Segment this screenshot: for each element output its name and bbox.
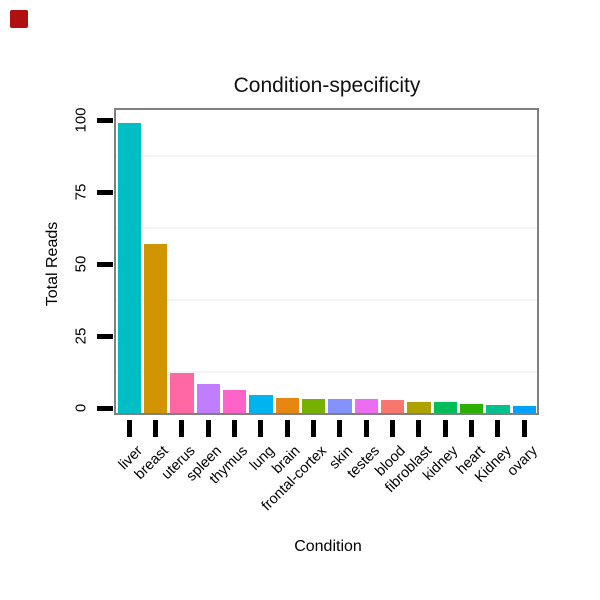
y-axis-title: Total Reads (44, 221, 61, 307)
x-tick (258, 420, 264, 437)
x-tick (179, 420, 185, 437)
x-tick (416, 420, 422, 437)
bar-brain (275, 398, 300, 413)
x-axis-title: Condition (294, 538, 362, 555)
y-tick-label: 75 (72, 183, 90, 201)
bar-uterus (170, 372, 194, 413)
plot-panel (114, 108, 539, 415)
bar-frontal-cortex (301, 399, 326, 413)
y-tick (97, 405, 113, 411)
x-tick (311, 420, 317, 437)
bar-Kidney (486, 405, 510, 413)
x-tick (153, 420, 159, 437)
bar-spleen (196, 384, 221, 413)
x-tick (205, 420, 211, 437)
x-tick (363, 420, 369, 437)
x-tick (521, 420, 527, 437)
x-tick (284, 420, 290, 437)
y-tick (97, 261, 113, 267)
minor-gridline (116, 227, 537, 229)
bar-kidney (433, 401, 457, 413)
y-tick-label: 25 (72, 327, 90, 345)
minor-gridline (116, 299, 537, 301)
bar-thymus (222, 390, 247, 413)
y-tick-label: 100 (72, 107, 90, 133)
bar-blood (380, 400, 405, 413)
y-tick (97, 117, 113, 123)
red-square-marker (10, 10, 28, 28)
minor-gridline (116, 371, 537, 373)
bar-ovary (512, 405, 536, 413)
bar-breast (143, 243, 168, 413)
bar-skin (328, 399, 352, 413)
x-tick (232, 420, 238, 437)
x-tick (442, 420, 448, 437)
bar-liver (117, 122, 142, 413)
y-tick (97, 189, 113, 195)
bar-heart (459, 403, 484, 413)
y-tick-label: 50 (72, 255, 90, 273)
bar-lung (249, 395, 273, 413)
chart-title: Condition-specificity (233, 74, 421, 97)
minor-gridline (116, 155, 537, 157)
bar-testes (354, 399, 379, 413)
x-tick (126, 420, 132, 437)
x-tick (390, 420, 396, 437)
y-tick-label: 0 (72, 403, 90, 413)
bar-fibroblast (407, 401, 431, 413)
x-tick (469, 420, 475, 437)
x-tick (495, 420, 501, 437)
y-tick (97, 333, 113, 339)
x-tick (337, 420, 343, 437)
